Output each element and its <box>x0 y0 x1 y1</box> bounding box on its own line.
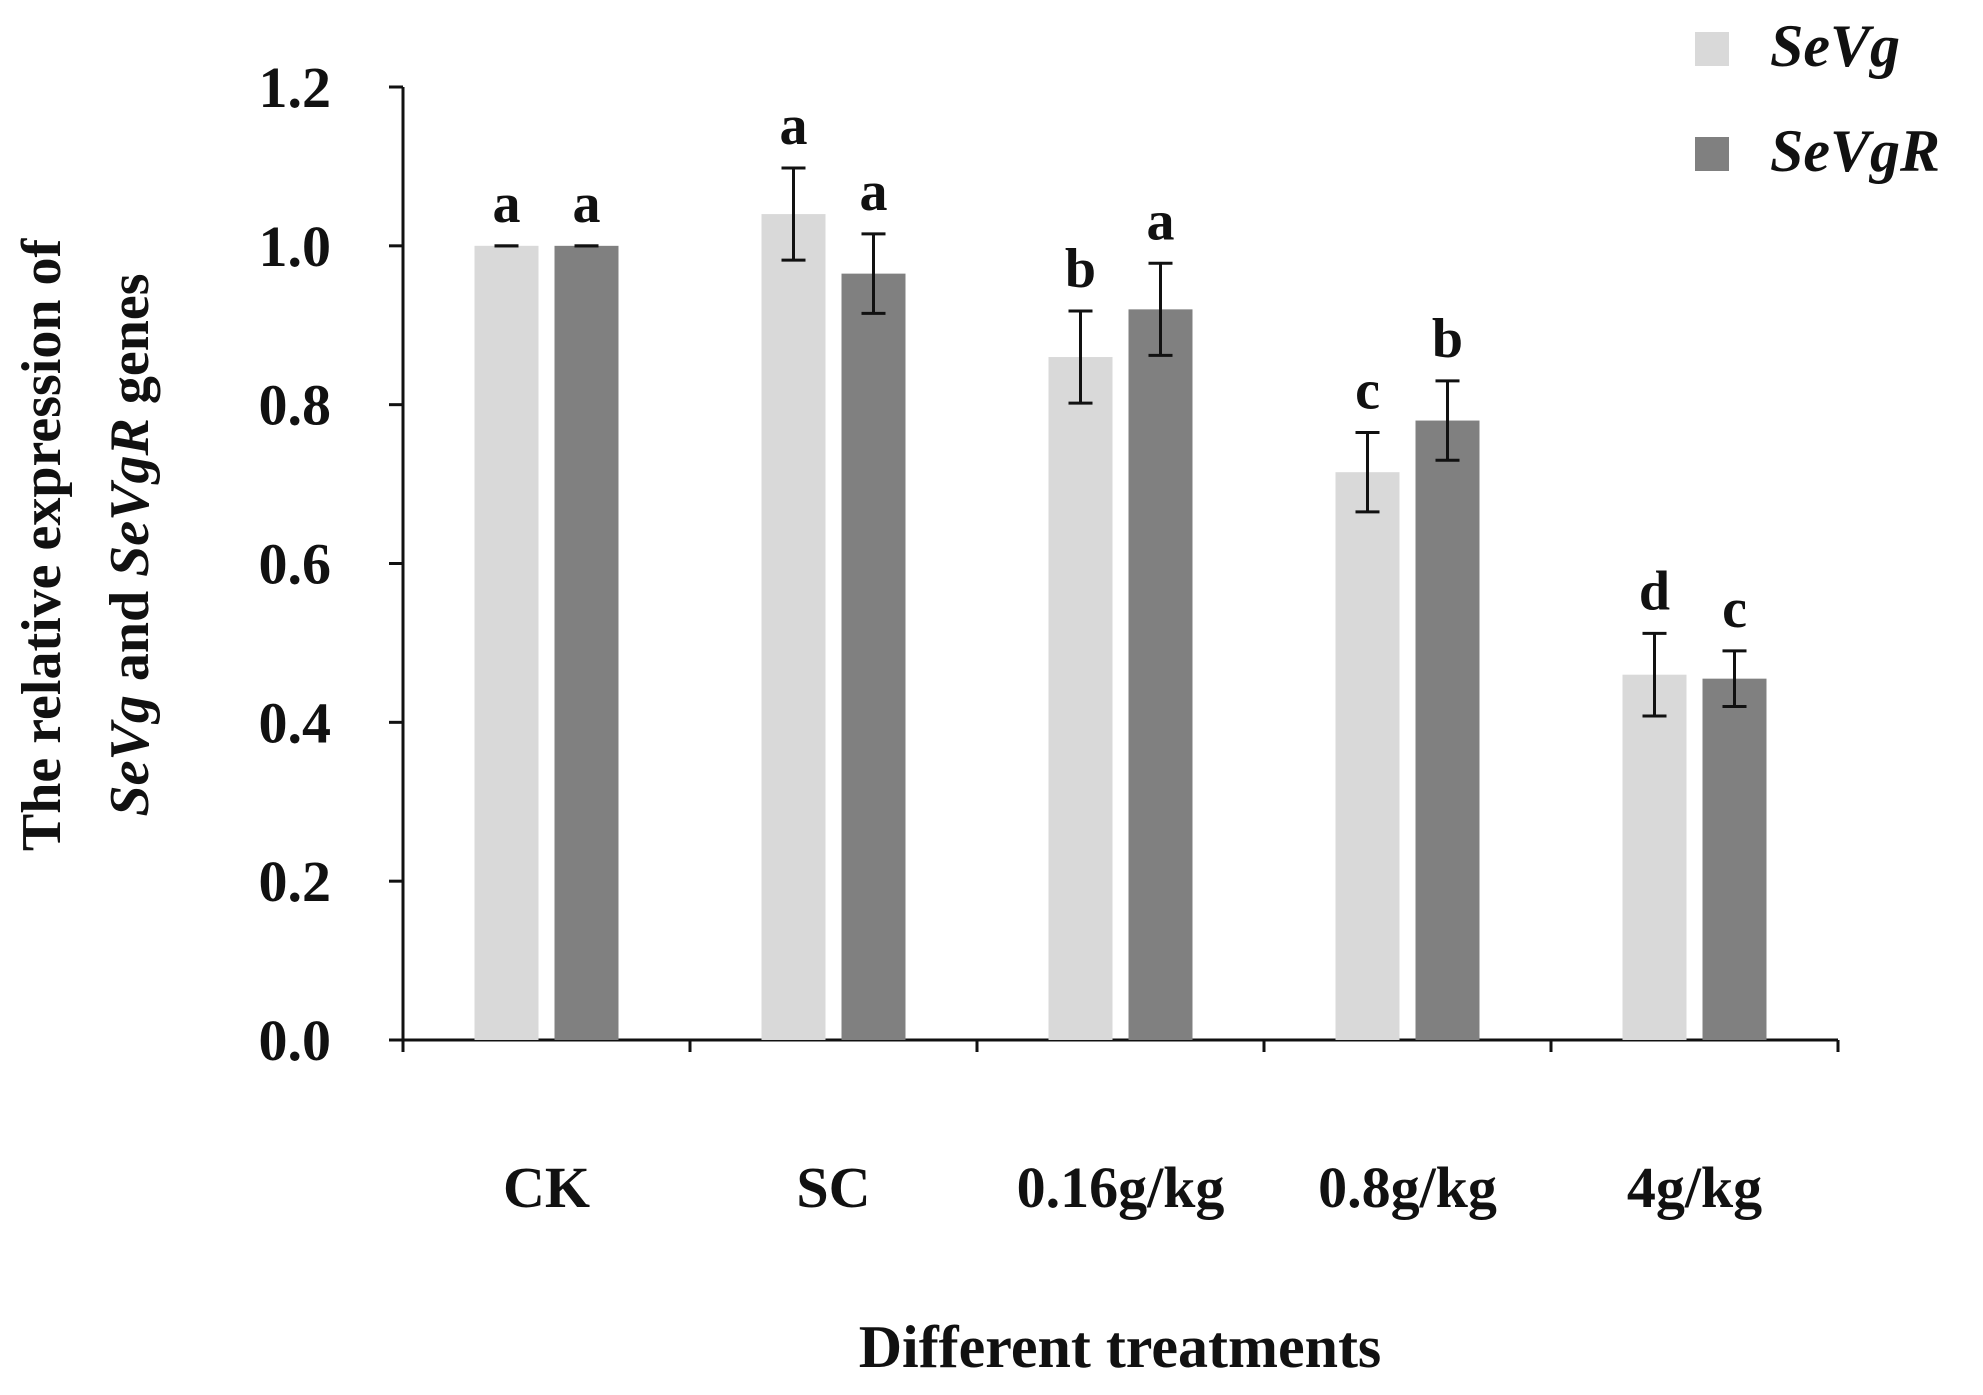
error-bar <box>1642 631 1667 718</box>
error-bar <box>861 232 886 315</box>
x-tick-label: SC <box>796 1155 870 1220</box>
error-bar <box>781 166 806 262</box>
y-ticks: 0.0 0.2 0.4 0.6 0.8 1.0 1.2 <box>259 55 403 1073</box>
y-tick-label: 0.6 <box>259 532 332 597</box>
y-axis-title-part: SeVg <box>99 695 161 816</box>
x-tick-label: 0.8g/kg <box>1318 1155 1497 1220</box>
bar-sevgr <box>1702 678 1767 1040</box>
y-tick-label: 0.0 <box>259 1008 332 1073</box>
error-bar <box>1722 649 1747 708</box>
bar-sevg <box>761 214 826 1041</box>
legend-swatch <box>1695 32 1729 66</box>
bar-sevg <box>1335 472 1400 1040</box>
bars <box>474 214 1767 1041</box>
x-ticks: CK SC 0.16g/kg 0.8g/kg 4g/kg <box>401 1040 1840 1220</box>
y-axis-title-line1: The relative expression of <box>11 237 73 851</box>
y-tick-label: 0.4 <box>259 690 332 755</box>
y-tick-label: 0.8 <box>259 373 332 438</box>
significance-letter: a <box>1147 190 1175 252</box>
bar-sevg <box>1048 357 1113 1040</box>
bar-sevgr <box>1128 309 1193 1040</box>
significance-letter: c <box>1722 578 1747 640</box>
significance-letter: a <box>573 173 601 235</box>
bar-sevgr <box>841 273 906 1041</box>
bar-sevgr <box>554 245 619 1041</box>
significance-letter: a <box>493 173 521 235</box>
significance-letter: a <box>780 95 808 157</box>
y-tick-label: 0.2 <box>259 849 332 914</box>
significance-letter: a <box>860 161 888 223</box>
bar-sevg <box>1622 674 1687 1040</box>
bar-sevgr <box>1415 420 1480 1040</box>
significance-letter: b <box>1065 238 1096 300</box>
x-tick-label: CK <box>503 1155 590 1220</box>
significance-letter: c <box>1355 359 1380 421</box>
error-bar <box>1435 379 1460 462</box>
y-tick-label: 1.2 <box>259 55 332 120</box>
y-axis-title-part: and <box>99 577 161 695</box>
legend-item-sevgr: SeVgR <box>1695 118 1940 184</box>
error-bar <box>1148 261 1173 357</box>
legend-item-sevg: SeVg <box>1695 13 1900 79</box>
error-bars <box>494 166 1747 718</box>
legend-swatch <box>1695 137 1729 171</box>
legend: SeVg SeVgR <box>1695 13 1940 184</box>
y-axis-title-part: SeVgR <box>99 418 161 577</box>
y-axis-title-line2: SeVg and SeVgR genes <box>99 273 161 816</box>
y-axis-title: The relative expression of SeVg and SeVg… <box>11 237 161 851</box>
legend-label: SeVgR <box>1770 118 1940 184</box>
significance-letter: d <box>1639 560 1670 622</box>
y-axis-title-part: genes <box>99 273 161 418</box>
error-bar <box>1355 430 1380 514</box>
y-tick-label: 1.0 <box>259 214 332 279</box>
significance-letter: b <box>1432 308 1463 370</box>
x-axis-title: Different treatments <box>859 1314 1382 1380</box>
error-bar <box>1068 309 1093 405</box>
x-tick-label: 4g/kg <box>1627 1155 1762 1220</box>
bar-sevg <box>474 245 539 1041</box>
legend-label: SeVg <box>1770 13 1900 79</box>
x-tick-label: 0.16g/kg <box>1017 1155 1225 1220</box>
